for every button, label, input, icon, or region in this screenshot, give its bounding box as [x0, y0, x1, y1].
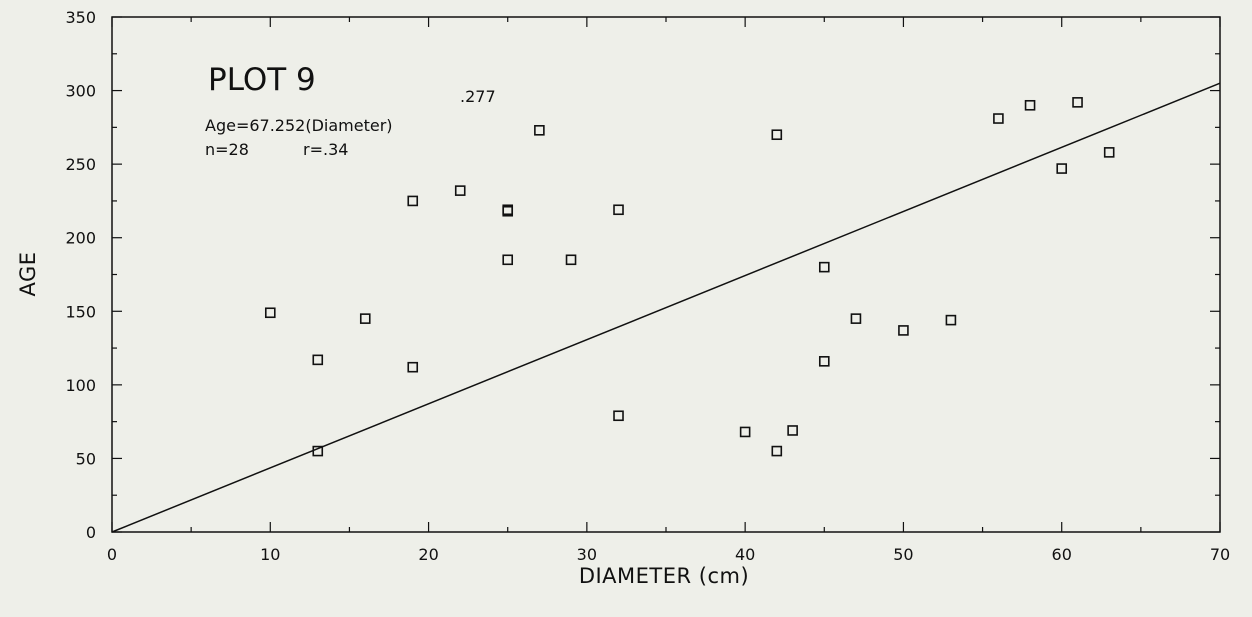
y-tick-label: 250: [65, 155, 96, 174]
y-axis-title: AGE: [16, 251, 40, 296]
axes: 0 10 20 30 40 50 60 70 0 50 100 150 200 250 300 350: [65, 8, 1230, 564]
data-point: [312, 354, 324, 366]
y-tick-label: 200: [65, 229, 96, 248]
data-point: [264, 307, 276, 319]
data-point: [1024, 99, 1036, 111]
data-point: [502, 205, 514, 217]
x-tick-label: 40: [735, 545, 755, 564]
data-point: [771, 129, 783, 141]
data-points: [264, 97, 1115, 457]
data-point: [818, 356, 830, 367]
y-tick-label: 150: [65, 302, 96, 321]
data-point: [534, 125, 545, 136]
y-tick-label: 0: [86, 523, 96, 542]
data-point: [613, 204, 624, 216]
data-point: [1103, 147, 1115, 158]
x-tick-label: 0: [107, 545, 117, 564]
data-point: [771, 445, 783, 457]
data-point: [407, 195, 419, 207]
data-point: [787, 425, 798, 436]
y-tick-label: 300: [65, 82, 96, 101]
y-tick-label: 350: [65, 8, 96, 27]
regression-fit: [111, 82, 1221, 533]
data-point: [1072, 97, 1083, 108]
sample-size-label: n=28: [205, 140, 249, 159]
x-tick-label: 20: [418, 545, 438, 564]
data-point: [502, 254, 514, 266]
data-point: [565, 254, 577, 266]
data-point: [359, 313, 371, 324]
data-point: [1056, 163, 1068, 174]
regression-line: [111, 82, 1221, 533]
data-point: [898, 325, 909, 336]
x-axis-title: DIAMETER (cm): [579, 564, 749, 588]
x-tick-label: 30: [577, 545, 597, 564]
data-point: [993, 113, 1004, 124]
data-point: [312, 445, 324, 457]
y-tick-label: 50: [76, 449, 96, 468]
data-point: [818, 261, 830, 273]
data-point: [945, 314, 957, 326]
plot-title: PLOT 9: [208, 62, 316, 98]
correlation-label: r=.34: [303, 140, 348, 159]
equation-label: Age=67.252(Diameter): [205, 116, 393, 135]
exponent-label: .277: [460, 87, 496, 106]
data-point: [850, 313, 862, 324]
data-point: [613, 410, 624, 422]
data-point: [407, 361, 419, 373]
data-point: [739, 426, 751, 438]
x-tick-label: 50: [893, 545, 913, 564]
y-tick-label: 100: [65, 376, 96, 395]
x-tick-label: 70: [1210, 545, 1230, 564]
x-tick-label: 10: [260, 545, 280, 564]
data-point: [454, 185, 466, 196]
x-tick-label: 60: [1052, 545, 1072, 564]
